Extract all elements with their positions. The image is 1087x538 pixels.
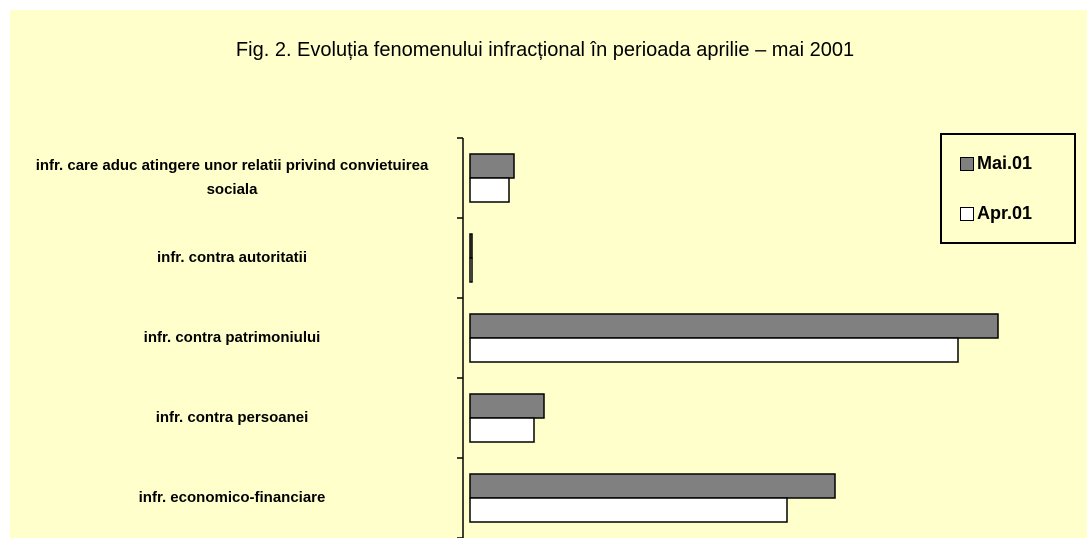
- bar: [469, 257, 473, 283]
- y-tick-label: infr. contra autoritatii: [156, 249, 307, 266]
- chart-title: Fig. 2. Evoluția fenomenului infracționa…: [235, 39, 855, 61]
- y-tick-label: infr. economico-financiare: [138, 489, 326, 506]
- y-tick-label: infr. care aduc atingere unor relatii pr…: [35, 157, 429, 198]
- bar: [469, 337, 959, 363]
- legend-label: Apr.01: [977, 203, 1033, 223]
- bar: [469, 233, 473, 259]
- legend-item: Apr.01: [960, 203, 1032, 224]
- bar: [469, 313, 999, 339]
- y-tick-label: infr. contra patrimoniului: [143, 329, 321, 346]
- legend-label: Mai.01: [977, 153, 1033, 173]
- chart-background: [10, 10, 1087, 538]
- bar: [469, 473, 836, 499]
- y-tick-label: infr. contra persoanei: [155, 409, 309, 426]
- legend-item: Mai.01: [960, 153, 1032, 174]
- bar: [469, 497, 788, 523]
- bar: [469, 417, 535, 443]
- legend-swatch: [960, 156, 974, 171]
- bar: [469, 393, 545, 419]
- legend: Mai.01 Apr.01: [940, 133, 1076, 244]
- bar: [469, 153, 515, 179]
- legend-swatch: [960, 206, 974, 221]
- bar: [469, 177, 510, 203]
